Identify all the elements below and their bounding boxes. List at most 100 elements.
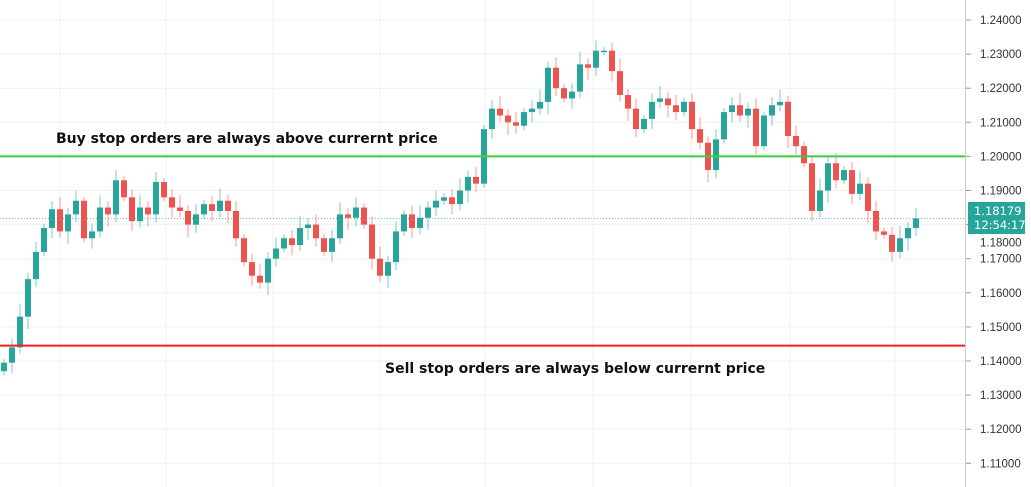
candle-body (633, 108, 639, 130)
candle-body (857, 183, 863, 194)
y-tick-label: 1.12000 (980, 424, 1022, 436)
y-tick-label: 1.14000 (980, 356, 1022, 368)
candle-body (449, 197, 455, 205)
candle-body (729, 105, 735, 113)
candle-body (529, 108, 535, 113)
candle-body (465, 176, 471, 191)
candle-body (9, 347, 15, 363)
candle-body (193, 214, 199, 225)
candle-body (401, 214, 407, 232)
candle-body (833, 163, 839, 181)
candle-body (425, 207, 431, 218)
candle-body (57, 209, 63, 232)
candle-body (785, 101, 791, 136)
y-tick-label: 1.22000 (980, 83, 1022, 95)
candle-body (201, 204, 207, 215)
y-tick-label: 1.13000 (980, 390, 1022, 402)
candle-body (457, 190, 463, 205)
current-price-label: 1.18179 12:54:17 (968, 202, 1026, 235)
candle-body (377, 258, 383, 276)
y-tick-label: 1.20000 (980, 151, 1022, 163)
candle-body (121, 180, 127, 198)
candle-body (841, 170, 847, 181)
candle-body (177, 207, 183, 211)
candle-body (609, 50, 615, 72)
candle-body (849, 170, 855, 194)
candle-body (409, 214, 415, 229)
candle-body (41, 228, 47, 252)
candle-body (569, 91, 575, 99)
candle-body (241, 238, 247, 263)
candle-body (361, 207, 367, 225)
sell-stop-annotation: Sell stop orders are always below currer… (385, 361, 766, 377)
candle-body (97, 207, 103, 232)
candle-body (681, 101, 687, 113)
candle-body (393, 231, 399, 263)
candle-body (585, 64, 591, 68)
candle-body (753, 108, 759, 147)
current-price-value: 1.18179 (974, 204, 1022, 219)
candle-body (817, 190, 823, 211)
candle-body (137, 207, 143, 222)
y-tick-label: 1.17000 (980, 254, 1022, 266)
candle-body (873, 210, 879, 232)
candle-body (601, 50, 607, 53)
candle-body (825, 163, 831, 191)
candle-body (329, 238, 335, 252)
candle-body (225, 200, 231, 211)
candle-body (505, 115, 511, 123)
candle-body (49, 209, 55, 229)
candle-body (81, 200, 87, 239)
candle-body (473, 176, 479, 184)
y-tick-label: 1.18000 (980, 237, 1022, 249)
candle-body (169, 197, 175, 208)
candle-body (289, 238, 295, 246)
y-tick-label: 1.16000 (980, 288, 1022, 300)
candle-body (337, 214, 343, 239)
candle-body (209, 204, 215, 211)
candle-body (305, 224, 311, 229)
candle-body (537, 101, 543, 109)
candle-body (593, 50, 599, 68)
candle-body (513, 122, 519, 126)
candle-body (641, 118, 647, 130)
candle-body (721, 112, 727, 140)
candle-body (233, 210, 239, 239)
candle-body (497, 108, 503, 116)
y-tick-label: 1.23000 (980, 49, 1022, 61)
candle-body (665, 98, 671, 106)
candle-body (257, 275, 263, 283)
candle-body (353, 207, 359, 218)
candle-body (657, 98, 663, 102)
candle-body (697, 129, 703, 143)
y-tick-label: 1.15000 (980, 322, 1022, 334)
candle-body (265, 258, 271, 283)
candle-body (905, 228, 911, 239)
candle-body (625, 95, 631, 109)
y-tick-label: 1.21000 (980, 117, 1022, 129)
candle-body (321, 238, 327, 252)
candle-body (913, 218, 919, 229)
candle-body (113, 180, 119, 215)
candle-body (1, 362, 7, 372)
candle-body (185, 210, 191, 225)
y-tick-label: 1.11000 (980, 458, 1021, 470)
candle-body (761, 115, 767, 147)
candle-body (737, 105, 743, 116)
candle-body (369, 224, 375, 259)
candle-body (801, 146, 807, 164)
candle-body (417, 217, 423, 229)
candle-body (689, 101, 695, 130)
candle-body (33, 251, 39, 280)
y-tick-label: 1.19000 (980, 186, 1022, 198)
candle-body (297, 228, 303, 246)
candle-body (889, 234, 895, 252)
candle-body (217, 200, 223, 211)
candle-body (809, 163, 815, 211)
candle-body (489, 108, 495, 130)
candle-body (649, 101, 655, 119)
candle-body (793, 135, 799, 147)
candle-body (17, 316, 23, 348)
candle-body (521, 112, 527, 126)
